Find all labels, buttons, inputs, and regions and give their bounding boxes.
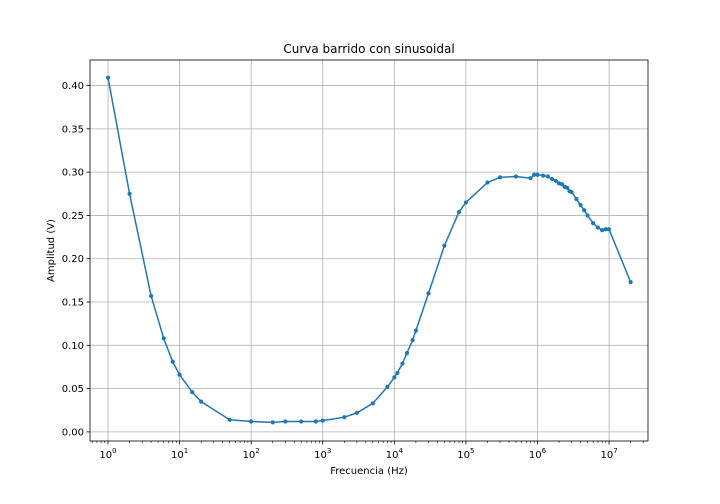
data-point <box>190 389 195 395</box>
data-point <box>313 419 318 424</box>
data-point <box>410 338 415 343</box>
data-point <box>591 221 596 226</box>
data-point <box>485 180 490 185</box>
axis-ticks: 100 101 102 103 104 105 106 1070.000.050.100.15… <box>62 81 644 461</box>
data-point <box>149 293 154 299</box>
data-point <box>442 243 447 248</box>
data-point <box>456 209 462 215</box>
x-tick-label: 104 <box>386 447 404 461</box>
x-axis-label: Frecuencia (Hz) <box>330 466 408 477</box>
data-point <box>404 351 410 356</box>
x-tick-label: 103 <box>314 447 331 461</box>
y-axis-label: Amplitud (V) <box>46 219 57 282</box>
data-point <box>528 176 533 181</box>
data-point <box>603 227 608 232</box>
data-point <box>532 172 537 177</box>
data-point <box>299 419 304 424</box>
data-point <box>606 227 612 232</box>
x-tick-label: 100 <box>99 447 116 461</box>
x-tick-label: 107 <box>600 447 617 461</box>
x-tick-exponent: 0 <box>112 447 116 455</box>
x-tick-exponent: 3 <box>327 447 331 455</box>
data-point <box>463 200 469 205</box>
y-tick-label: 0.25 <box>62 211 84 222</box>
x-tick-label: 106 <box>529 447 547 461</box>
x-tick-exponent: 2 <box>255 447 259 455</box>
data-point <box>354 410 360 415</box>
x-tick-base: 10 <box>243 450 256 461</box>
plot-frame <box>89 59 649 442</box>
x-tick-exponent: 1 <box>184 447 188 455</box>
data-point <box>553 178 558 183</box>
data-point <box>413 328 418 333</box>
data-point <box>400 361 405 366</box>
data-point <box>545 174 551 179</box>
x-tick-exponent: 4 <box>398 447 403 455</box>
data-point <box>569 189 574 195</box>
data-point <box>249 419 254 424</box>
data-point <box>177 372 182 377</box>
data-point <box>541 173 546 178</box>
data-point <box>426 291 431 296</box>
data-point <box>535 172 540 177</box>
data-point <box>227 417 232 422</box>
data-point <box>105 75 111 80</box>
data-point <box>370 401 375 406</box>
data-point <box>578 202 583 208</box>
y-tick-label: 0.05 <box>62 384 84 395</box>
y-tick-label: 0.00 <box>62 427 84 438</box>
x-tick-base: 10 <box>171 450 184 461</box>
x-tick-exponent: 6 <box>542 447 547 455</box>
x-tick-exponent: 5 <box>470 447 474 455</box>
data-point <box>170 359 175 364</box>
x-tick-base: 10 <box>600 450 613 461</box>
y-tick-label: 0.10 <box>62 341 84 352</box>
data-point <box>161 336 166 341</box>
x-tick-base: 10 <box>386 450 399 461</box>
data-point <box>595 225 601 230</box>
x-tick-label: 102 <box>243 447 260 461</box>
grid-lines <box>90 60 648 441</box>
x-tick-label: 105 <box>457 447 474 461</box>
data-series <box>105 75 633 425</box>
data-point <box>199 399 204 404</box>
data-point <box>549 176 555 182</box>
x-tick-label: 101 <box>171 447 188 461</box>
data-point <box>585 213 590 218</box>
y-tick-label: 0.40 <box>62 81 84 92</box>
data-point <box>342 415 347 420</box>
y-tick-label: 0.15 <box>62 298 84 309</box>
data-point <box>513 174 519 179</box>
data-point <box>559 182 565 187</box>
data-point <box>270 420 275 425</box>
data-point <box>395 370 400 376</box>
data-point <box>600 228 605 233</box>
chart-title: Curva barrido con sinusoidal <box>283 42 454 56</box>
data-point <box>127 191 132 196</box>
data-point <box>385 384 390 389</box>
data-point <box>497 175 503 180</box>
data-point <box>283 419 288 424</box>
data-point <box>628 280 633 285</box>
x-tick-base: 10 <box>99 450 112 461</box>
x-tick-base: 10 <box>529 450 542 461</box>
data-point <box>582 208 587 213</box>
x-tick-base: 10 <box>457 450 470 461</box>
data-point <box>565 185 570 190</box>
x-tick-exponent: 7 <box>613 447 617 455</box>
x-tick-base: 10 <box>314 450 327 461</box>
y-tick-label: 0.30 <box>62 168 84 179</box>
data-point <box>320 418 325 423</box>
data-point <box>574 196 579 202</box>
data-point <box>392 375 397 380</box>
y-tick-label: 0.35 <box>62 124 84 135</box>
y-tick-label: 0.20 <box>62 254 84 265</box>
